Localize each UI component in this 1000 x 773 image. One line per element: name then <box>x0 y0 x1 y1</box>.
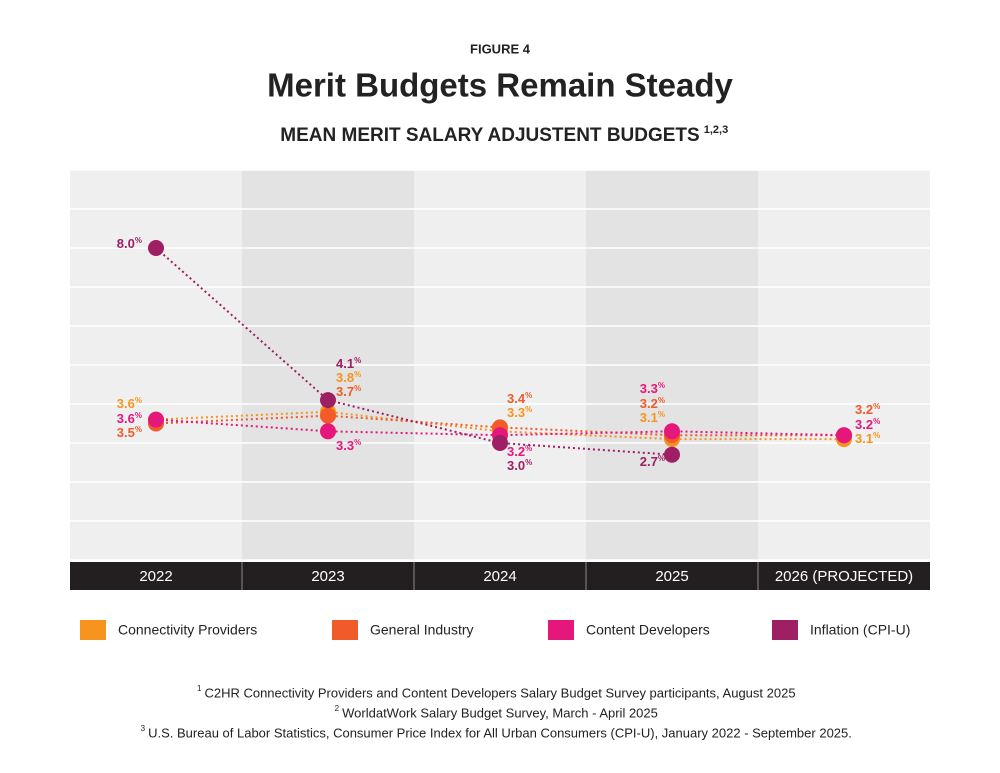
data-label: 3.4% <box>507 391 532 406</box>
subtitle: MEAN MERIT SALARY ADJUSTENT BUDGETS <box>280 125 699 146</box>
legend-label: Connectivity Providers <box>118 622 257 638</box>
data-label: 3.8% <box>336 370 361 385</box>
data-label: 3.6% <box>117 396 142 411</box>
chart-title: Merit Budgets Remain Steady <box>267 67 733 104</box>
data-label: 3.1% <box>855 431 880 446</box>
footnote-mark: 2 <box>335 704 340 713</box>
data-label: 3.3% <box>507 405 532 420</box>
x-tick-label: 2025 <box>655 568 688 585</box>
x-tick-label: 2026 (PROJECTED) <box>775 568 913 585</box>
data-label: 3.3% <box>640 381 665 396</box>
legend-swatch <box>332 620 358 640</box>
subtitle-note: 1,2,3 <box>704 124 728 136</box>
point <box>148 411 164 428</box>
data-label: 2.7% <box>640 454 665 469</box>
footnote: C2HR Connectivity Providers and Content … <box>204 685 795 700</box>
data-label: 3.7% <box>336 384 361 399</box>
data-label: 3.0% <box>507 458 532 473</box>
category-bar <box>70 562 930 590</box>
data-label: 3.2% <box>855 402 880 417</box>
point <box>148 240 164 256</box>
footnote-mark: 1 <box>197 684 202 693</box>
data-label: 3.3% <box>336 438 361 453</box>
point <box>664 446 680 463</box>
footnote: U.S. Bureau of Labor Statistics, Consume… <box>148 725 852 740</box>
x-tick-label: 2023 <box>311 568 344 585</box>
legend-swatch <box>548 620 574 640</box>
point <box>320 423 336 440</box>
data-label: 3.1% <box>640 410 665 425</box>
footnote-mark: 3 <box>141 724 146 733</box>
data-label: 8.0% <box>117 236 142 251</box>
x-tick-label: 2022 <box>139 568 172 585</box>
point <box>836 427 852 444</box>
data-label: 3.2% <box>507 444 532 459</box>
legend-label: Inflation (CPI-U) <box>810 622 910 638</box>
point <box>320 392 336 409</box>
data-label: 3.5% <box>117 425 142 440</box>
legend-swatch <box>80 620 106 640</box>
data-label: 3.2% <box>855 417 880 432</box>
data-label: 3.2% <box>640 396 665 411</box>
data-label: 4.1% <box>336 356 361 371</box>
x-tick-label: 2024 <box>483 568 516 585</box>
data-label: 3.6% <box>117 411 142 426</box>
legend-label: Content Developers <box>586 622 710 638</box>
legend-label: General Industry <box>370 622 474 638</box>
kicker: FIGURE 4 <box>470 41 531 56</box>
point <box>664 423 680 440</box>
footnote: WorldatWork Salary Budget Survey, March … <box>342 705 658 720</box>
point <box>492 435 508 451</box>
legend-swatch <box>772 620 798 640</box>
point <box>320 407 336 424</box>
